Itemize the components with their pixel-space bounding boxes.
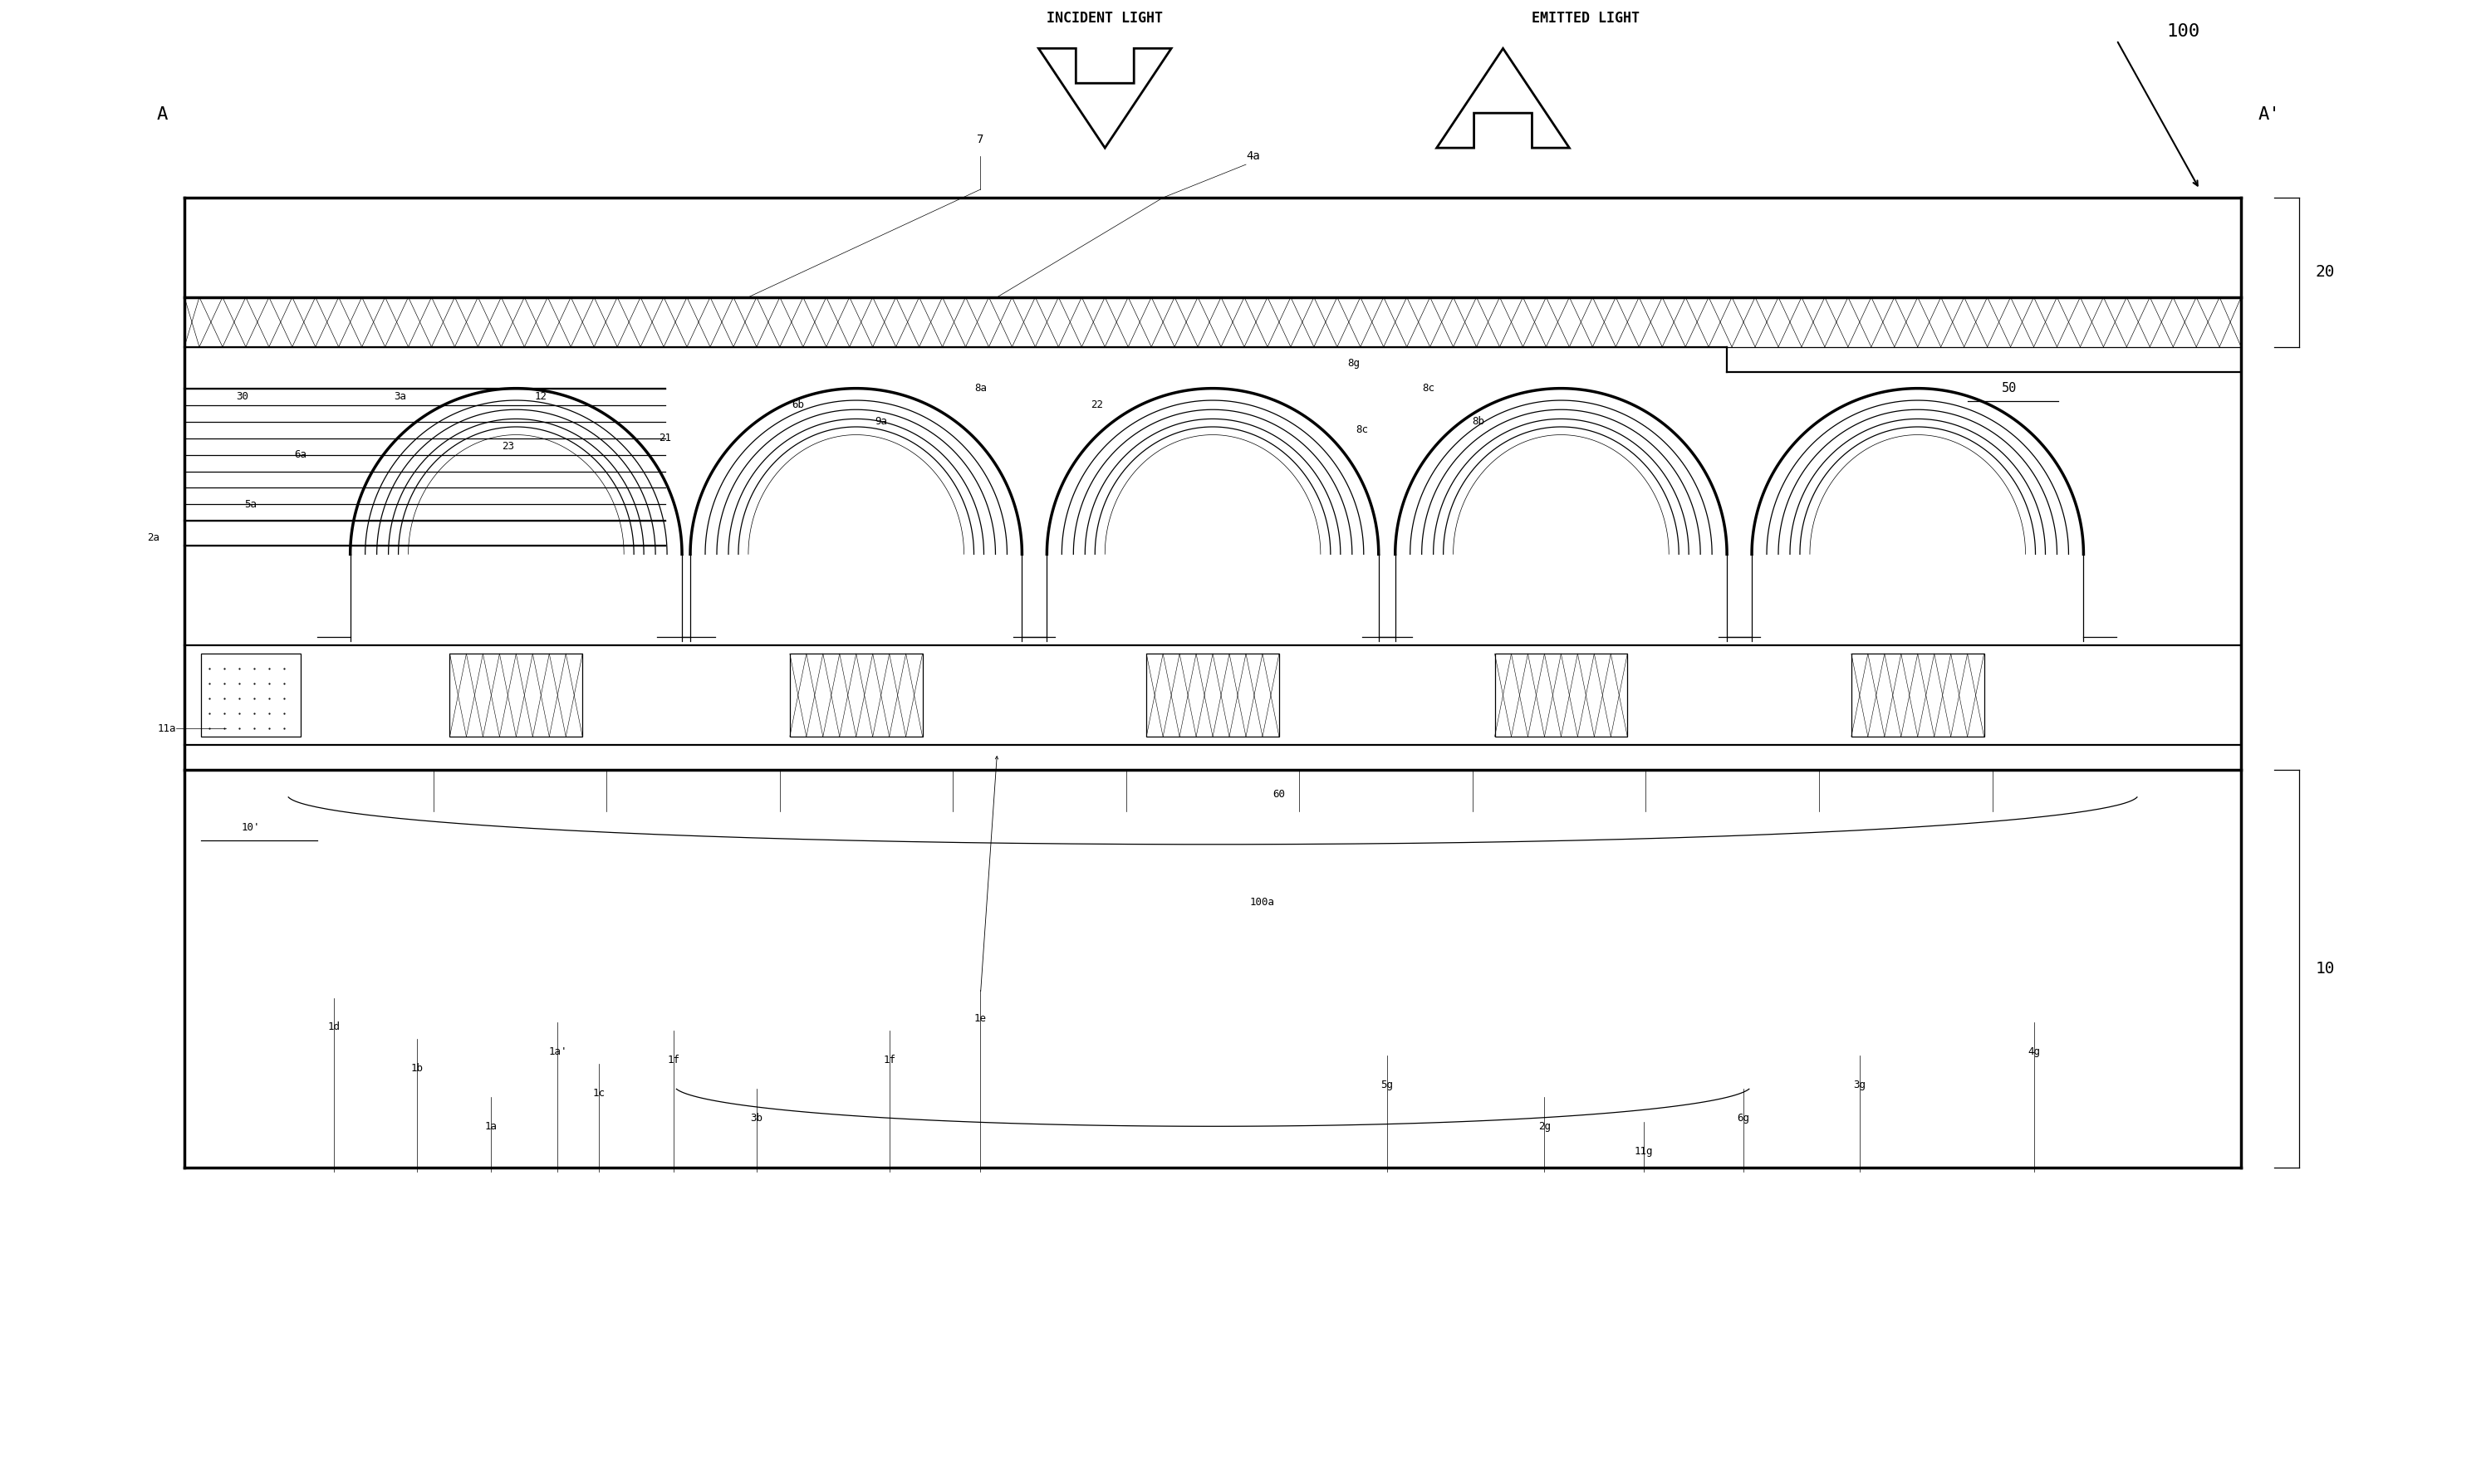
Text: 22: 22: [1091, 399, 1104, 411]
Text: A': A': [2257, 107, 2279, 123]
Text: 8c: 8c: [1355, 424, 1368, 435]
Text: 8g: 8g: [1348, 358, 1360, 370]
Bar: [1851, 653, 1983, 736]
Text: 1f: 1f: [668, 1055, 680, 1066]
Text: 8a: 8a: [974, 383, 986, 393]
Polygon shape: [1039, 49, 1171, 148]
Text: 1a: 1a: [486, 1120, 498, 1132]
Bar: [790, 653, 922, 736]
Text: 1f: 1f: [884, 1055, 897, 1066]
Text: 60: 60: [1273, 789, 1285, 800]
Text: 1c: 1c: [593, 1088, 605, 1098]
Text: 6g: 6g: [1736, 1113, 1749, 1123]
Text: 1e: 1e: [974, 1014, 986, 1024]
Text: 100: 100: [2167, 24, 2200, 40]
Text: 3b: 3b: [750, 1113, 762, 1123]
Text: 3g: 3g: [1853, 1079, 1866, 1091]
Text: 2g: 2g: [1539, 1120, 1552, 1132]
Text: 6a: 6a: [294, 450, 306, 460]
Text: 11g: 11g: [1634, 1146, 1654, 1156]
Text: EMITTED LIGHT: EMITTED LIGHT: [1532, 10, 1639, 27]
Text: 5g: 5g: [1380, 1079, 1392, 1091]
Bar: [202, 653, 301, 736]
Text: 1d: 1d: [326, 1021, 339, 1033]
Text: 4a: 4a: [1246, 150, 1260, 162]
Bar: [451, 653, 583, 736]
Text: 100a: 100a: [1250, 896, 1275, 908]
Text: A: A: [157, 107, 167, 123]
Text: 5a: 5a: [244, 499, 257, 510]
Text: 23: 23: [501, 441, 513, 451]
Text: 20: 20: [2317, 264, 2334, 280]
Bar: [1146, 653, 1278, 736]
Text: 8b: 8b: [1472, 416, 1485, 427]
Polygon shape: [1437, 49, 1569, 148]
Text: 6b: 6b: [792, 399, 805, 411]
Text: 30: 30: [237, 392, 249, 402]
Bar: [1495, 653, 1627, 736]
Text: 50: 50: [2000, 383, 2018, 395]
Text: 11a: 11a: [157, 723, 177, 733]
Text: 9a: 9a: [874, 416, 887, 427]
Text: 3a: 3a: [394, 392, 406, 402]
Text: 1b: 1b: [411, 1063, 423, 1073]
Text: 8c: 8c: [1422, 383, 1435, 393]
Text: INCIDENT LIGHT: INCIDENT LIGHT: [1046, 10, 1163, 27]
Text: 1a': 1a': [548, 1046, 568, 1057]
Text: 2a: 2a: [147, 533, 159, 543]
Text: 12: 12: [536, 392, 548, 402]
Text: 21: 21: [660, 433, 673, 444]
Text: 4g: 4g: [2028, 1046, 2040, 1057]
Text: 10: 10: [2317, 960, 2334, 976]
Text: 10': 10': [242, 822, 259, 833]
Text: 7: 7: [976, 134, 984, 145]
